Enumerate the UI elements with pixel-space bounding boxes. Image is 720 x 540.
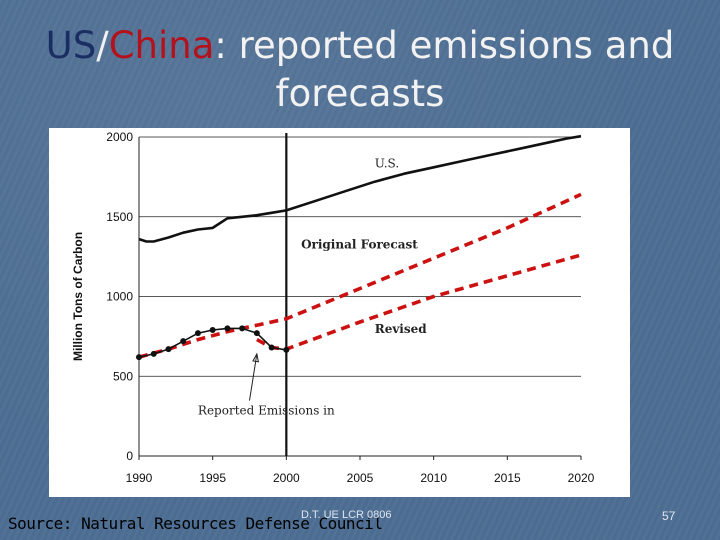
x-tick-label-2000: 2000 [273,471,300,485]
annotation-reported-emissions-in: Reported Emissions in [198,404,335,418]
title-line-1: US/China: reported emissions and [0,22,720,70]
series-reported-emissions-point-1993 [180,338,187,345]
annotation-original-forecast: Original Forecast [301,238,418,252]
footer-center-text: D.T. UE LCR 0806 [301,509,392,521]
y-axis-label: Million Tons of Carbon [71,232,85,361]
x-tick-label-1990: 1990 [126,471,153,485]
page-number: 57 [662,509,676,523]
series-reported-emissions-point-1992 [165,346,172,353]
series-original-forecast-line [138,192,582,359]
title-us: US [45,24,97,67]
annotation-arrow-head [252,352,260,363]
slide-title: US/China: reported emissions and forecas… [0,22,720,118]
annotation-u-s-: U.S. [375,156,399,170]
x-tick-label-2015: 2015 [494,471,521,485]
annotation-revised: Revised [375,322,428,336]
x-tick-label-1995: 1995 [199,471,226,485]
y-tick-label-0: 0 [126,449,133,463]
chart-panel: 0 500 1000 1500 2000 1990 1995 2000 2005 2010 2015… [49,128,630,497]
title-line-2: forecasts [275,72,445,115]
series-reported-emissions-point-1996 [224,325,231,332]
series-reported-emissions-point-1990 [136,354,142,361]
emissions-chart: 0 500 1000 1500 2000 1990 1995 2000 2005 2010 2015… [71,130,595,485]
title-china: China [108,24,215,67]
series-u-s--line [138,134,582,243]
series-reported-emissions-point-1997 [239,325,246,332]
series-reported-emissions-point-1994 [194,330,201,337]
series-reported-emissions-point-1998 [253,330,260,337]
series-reported-emissions-point-1991 [150,350,157,357]
series-reported-emissions-point-1995 [209,326,216,333]
x-tick-label-2020: 2020 [568,471,595,485]
series-reported-emissions-point-2000 [283,346,290,353]
series-reported-emissions-point-1999 [268,344,275,351]
y-tick-label-500: 500 [113,369,133,383]
y-tick-label-1500: 1500 [106,210,133,224]
title-slash: / [96,24,109,67]
source-caption: Source: Natural Resources Defense Counci… [8,514,383,533]
x-tick-label-2005: 2005 [347,471,374,485]
x-tick-label-2010: 2010 [420,471,447,485]
title-rest: : reported emissions and [214,24,675,67]
y-tick-label-2000: 2000 [106,130,133,144]
y-tick-label-1000: 1000 [106,290,133,304]
